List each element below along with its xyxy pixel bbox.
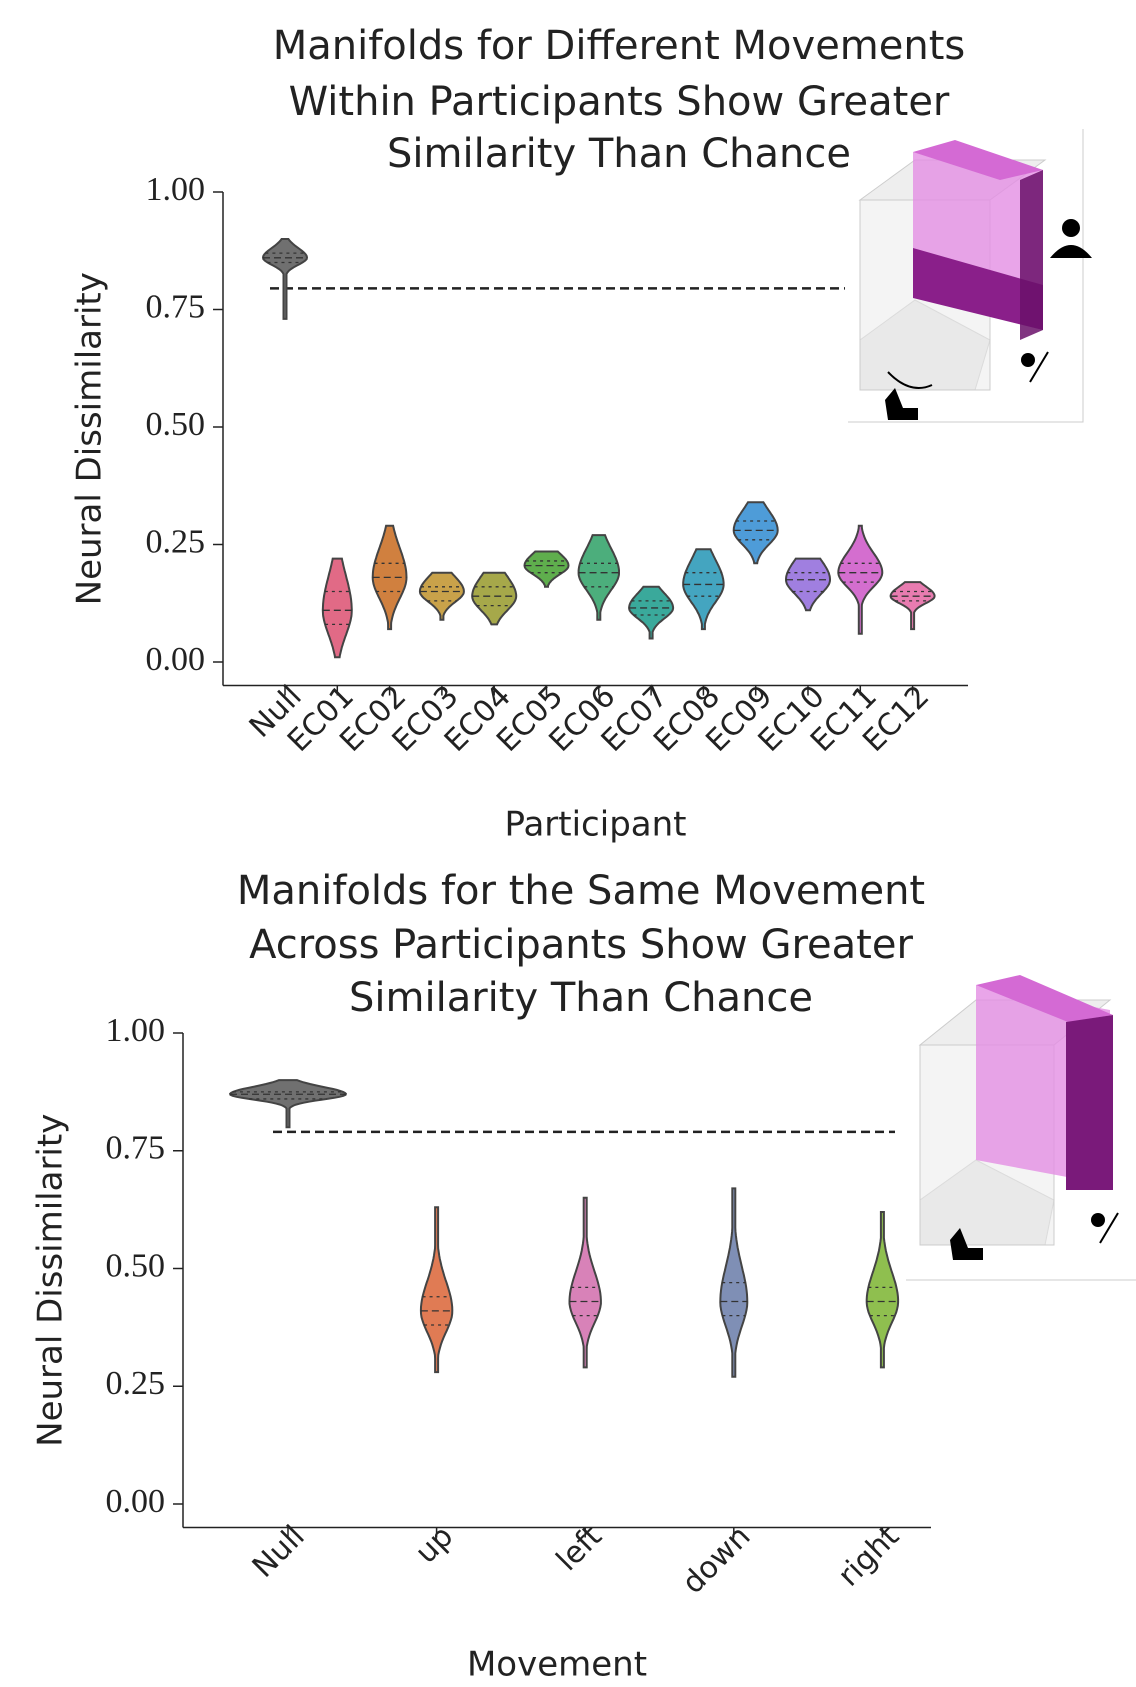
violin-body bbox=[719, 1187, 749, 1378]
violin-body bbox=[628, 585, 675, 640]
x-tick-label: Null bbox=[246, 1519, 312, 1585]
x-tick-label: down bbox=[675, 1519, 757, 1601]
violin-body bbox=[837, 524, 884, 635]
y-tick-label: 0.00 bbox=[146, 641, 206, 678]
x-axis-label: Movement bbox=[467, 1645, 647, 1685]
y-tick-label: 0.50 bbox=[106, 1247, 166, 1284]
violin-body bbox=[785, 557, 831, 612]
violin-body bbox=[523, 550, 570, 588]
violin-body bbox=[261, 238, 309, 320]
chart-title: Manifolds for the Same Movement bbox=[237, 868, 925, 914]
violin-body bbox=[577, 534, 620, 621]
violin-body bbox=[471, 571, 518, 626]
violin-body bbox=[321, 557, 353, 659]
violin-body bbox=[682, 548, 725, 631]
y-tick-label: 0.25 bbox=[146, 523, 206, 560]
cube-icon bbox=[848, 129, 1092, 423]
y-tick-label: 0.75 bbox=[106, 1130, 166, 1167]
y-tick-label: 0.00 bbox=[106, 1483, 166, 1520]
y-axis-label: Neural Dissimilarity bbox=[70, 272, 110, 605]
violin-chart: Manifolds for the Same Movement Across Pa… bbox=[31, 868, 931, 1685]
chart-title: Similarity Than Chance bbox=[349, 975, 813, 1021]
violin-body bbox=[889, 581, 936, 631]
x-axis-label: Participant bbox=[504, 805, 686, 845]
y-tick-label: 0.25 bbox=[106, 1365, 166, 1402]
x-tick-label: up bbox=[409, 1519, 461, 1571]
y-tick-label: 1.00 bbox=[106, 1012, 166, 1049]
violin-body bbox=[418, 571, 465, 621]
chart-title: Within Participants Show Greater bbox=[289, 79, 950, 125]
y-tick-label: 1.00 bbox=[146, 171, 206, 208]
cube-icon bbox=[906, 975, 1136, 1281]
x-tick-label: right bbox=[831, 1519, 906, 1594]
violin-body bbox=[865, 1211, 900, 1369]
y-tick-label: 0.75 bbox=[146, 288, 206, 325]
y-axis-label: Neural Dissimilarity bbox=[31, 1114, 71, 1447]
violin-body bbox=[228, 1079, 348, 1129]
violin-body bbox=[568, 1196, 602, 1369]
violin-body bbox=[732, 501, 779, 565]
violin-body bbox=[419, 1206, 454, 1374]
chart-title: Similarity Than Chance bbox=[387, 131, 851, 177]
y-tick-label: 0.50 bbox=[146, 406, 206, 443]
violin-chart: Manifolds for Different Movements Within … bbox=[70, 23, 968, 845]
chart-title: Across Participants Show Greater bbox=[249, 922, 913, 968]
chart-title: Manifolds for Different Movements bbox=[273, 23, 966, 69]
